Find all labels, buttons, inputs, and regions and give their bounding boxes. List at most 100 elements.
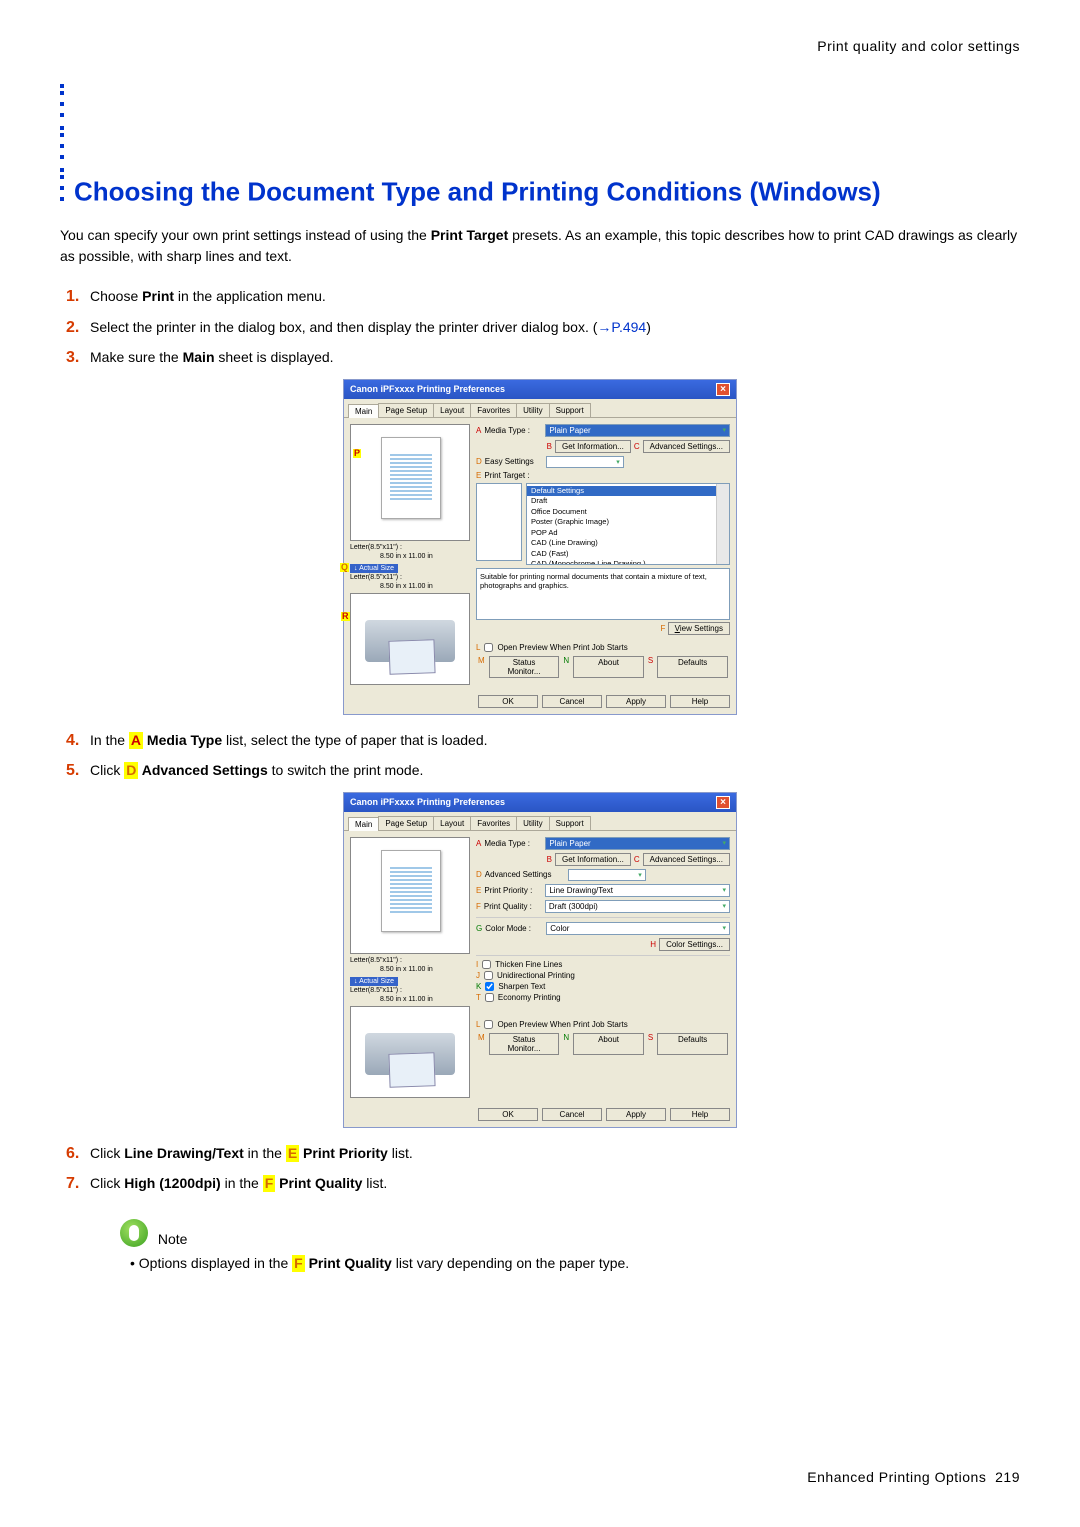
- step-num: 4.: [66, 728, 79, 754]
- tab-page-setup[interactable]: Page Setup: [378, 403, 434, 417]
- get-information-button[interactable]: Get Information...: [555, 853, 631, 866]
- paper-info: Letter(8.5"x11") : 8.50 in x 11.00 in: [350, 956, 470, 974]
- apply-button[interactable]: Apply: [606, 1108, 666, 1121]
- t: in the: [244, 1145, 286, 1161]
- tab-main[interactable]: Main: [348, 404, 379, 418]
- t: list, select the type of paper that is l…: [222, 732, 487, 748]
- get-information-button[interactable]: Get Information...: [555, 440, 631, 453]
- marker-p: P: [353, 449, 361, 458]
- advanced-settings-button[interactable]: Advanced Settings...: [643, 440, 730, 453]
- actual-size-badge: ↓ Actual Size: [350, 564, 398, 573]
- t: list.: [388, 1145, 413, 1161]
- open-preview-checkbox[interactable]: [484, 1020, 493, 1029]
- defaults-button[interactable]: Defaults: [657, 1033, 728, 1055]
- marker-s: S: [648, 1033, 653, 1055]
- status-monitor-button[interactable]: Status Monitor...: [489, 1033, 560, 1055]
- steps-list: 1. Choose Print in the application menu.…: [60, 285, 1020, 368]
- marker-e: E: [476, 471, 481, 480]
- tab-favorites[interactable]: Favorites: [470, 403, 517, 417]
- marker-k: K: [476, 982, 481, 991]
- marker-h: H: [650, 940, 656, 949]
- t: In the: [90, 732, 129, 748]
- step-7: 7. Click High (1200dpi) in the F Print Q…: [90, 1172, 1020, 1194]
- tab-layout[interactable]: Layout: [433, 403, 471, 417]
- close-icon[interactable]: ×: [716, 383, 730, 396]
- help-button[interactable]: Help: [670, 1108, 730, 1121]
- tab-utility[interactable]: Utility: [516, 816, 550, 830]
- note-label: Note: [158, 1231, 188, 1247]
- marker-e: E: [476, 886, 481, 895]
- apply-button[interactable]: Apply: [606, 695, 666, 708]
- about-button[interactable]: About: [573, 1033, 644, 1055]
- print-target-list[interactable]: Default Settings Draft Office Document P…: [526, 483, 730, 565]
- t: Click: [90, 762, 124, 778]
- sharpen-text-checkbox[interactable]: [485, 982, 494, 991]
- grid-icon: [60, 84, 66, 209]
- t: Select the printer in the dialog box, an…: [90, 319, 597, 335]
- tab-favorites[interactable]: Favorites: [470, 816, 517, 830]
- t: sheet is displayed.: [215, 349, 334, 365]
- tab-layout[interactable]: Layout: [433, 816, 471, 830]
- help-button[interactable]: Help: [670, 695, 730, 708]
- paper-info-2: Letter(8.5"x11") : 8.50 in x 11.00 in: [350, 986, 470, 1004]
- view-settings-button[interactable]: VView Settingsiew Settings: [668, 622, 730, 635]
- footer-label: Enhanced Printing Options: [807, 1469, 986, 1485]
- economy-checkbox[interactable]: [485, 993, 494, 1002]
- status-monitor-button[interactable]: Status Monitor...: [489, 656, 560, 678]
- marker-n: N: [563, 1033, 569, 1055]
- cancel-button[interactable]: Cancel: [542, 1108, 602, 1121]
- marker-m: M: [478, 1033, 485, 1055]
- marker-a: A: [476, 426, 481, 435]
- t: Click: [90, 1145, 124, 1161]
- ok-button[interactable]: OK: [478, 695, 538, 708]
- cb-label: Economy Printing: [498, 993, 561, 1002]
- step-3: 3. Make sure the Main sheet is displayed…: [90, 346, 1020, 368]
- marker-f-inline: F: [292, 1255, 305, 1272]
- dialog-titlebar: Canon iPFxxxx Printing Preferences ×: [344, 380, 736, 399]
- advanced-settings-combo[interactable]: ▾: [568, 869, 646, 881]
- cancel-button[interactable]: Cancel: [542, 695, 602, 708]
- target-thumb: [476, 483, 522, 561]
- intro-a: You can specify your own print settings …: [60, 227, 431, 243]
- open-preview-checkbox[interactable]: [484, 643, 493, 652]
- media-type-combo[interactable]: Plain Paper▾: [545, 837, 730, 850]
- print-quality-combo[interactable]: Draft (300dpi)▾: [545, 900, 730, 913]
- advanced-settings-button[interactable]: Advanced Settings...: [643, 853, 730, 866]
- unidirectional-checkbox[interactable]: [484, 971, 493, 980]
- thicken-lines-checkbox[interactable]: [482, 960, 491, 969]
- t: in the: [221, 1175, 263, 1191]
- defaults-button[interactable]: Defaults: [657, 656, 728, 678]
- tab-support[interactable]: Support: [549, 403, 591, 417]
- advanced-settings-label: Advanced Settings: [485, 870, 565, 879]
- marker-i: I: [476, 960, 478, 969]
- print-priority-combo[interactable]: Line Drawing/Text▾: [545, 884, 730, 897]
- note-bullet: Options displayed in the F Print Quality…: [130, 1255, 1020, 1272]
- step-num: 3.: [66, 345, 79, 371]
- t: list.: [362, 1175, 387, 1191]
- easy-settings-combo[interactable]: ▾: [546, 456, 624, 468]
- close-icon[interactable]: ×: [716, 796, 730, 809]
- page-ref[interactable]: →P.494: [597, 319, 646, 335]
- open-preview-label: Open Preview When Print Job Starts: [497, 643, 627, 652]
- printer-preview: R: [350, 593, 470, 685]
- media-type-label: Media Type :: [484, 426, 542, 435]
- t: Make sure the: [90, 349, 183, 365]
- open-preview-label: Open Preview When Print Job Starts: [497, 1020, 627, 1029]
- cb-label: Thicken Fine Lines: [495, 960, 562, 969]
- tab-utility[interactable]: Utility: [516, 403, 550, 417]
- media-type-combo[interactable]: Plain Paper▾: [545, 424, 730, 437]
- color-settings-button[interactable]: Color Settings...: [659, 938, 730, 951]
- actual-size-badge: ↓ Actual Size: [350, 977, 398, 986]
- color-mode-label: Color Mode :: [485, 924, 543, 933]
- step-num: 7.: [66, 1171, 79, 1197]
- tab-page-setup[interactable]: Page Setup: [378, 816, 434, 830]
- dialog-tabs: Main Page Setup Layout Favorites Utility…: [344, 812, 736, 831]
- page-title: Choosing the Document Type and Printing …: [60, 84, 1020, 209]
- screenshot-1: Canon iPFxxxx Printing Preferences × Mai…: [60, 379, 1020, 715]
- tab-main[interactable]: Main: [348, 817, 379, 831]
- about-button[interactable]: About: [573, 656, 644, 678]
- color-mode-combo[interactable]: Color▾: [546, 922, 730, 935]
- marker-f: F: [661, 624, 666, 633]
- tab-support[interactable]: Support: [549, 816, 591, 830]
- ok-button[interactable]: OK: [478, 1108, 538, 1121]
